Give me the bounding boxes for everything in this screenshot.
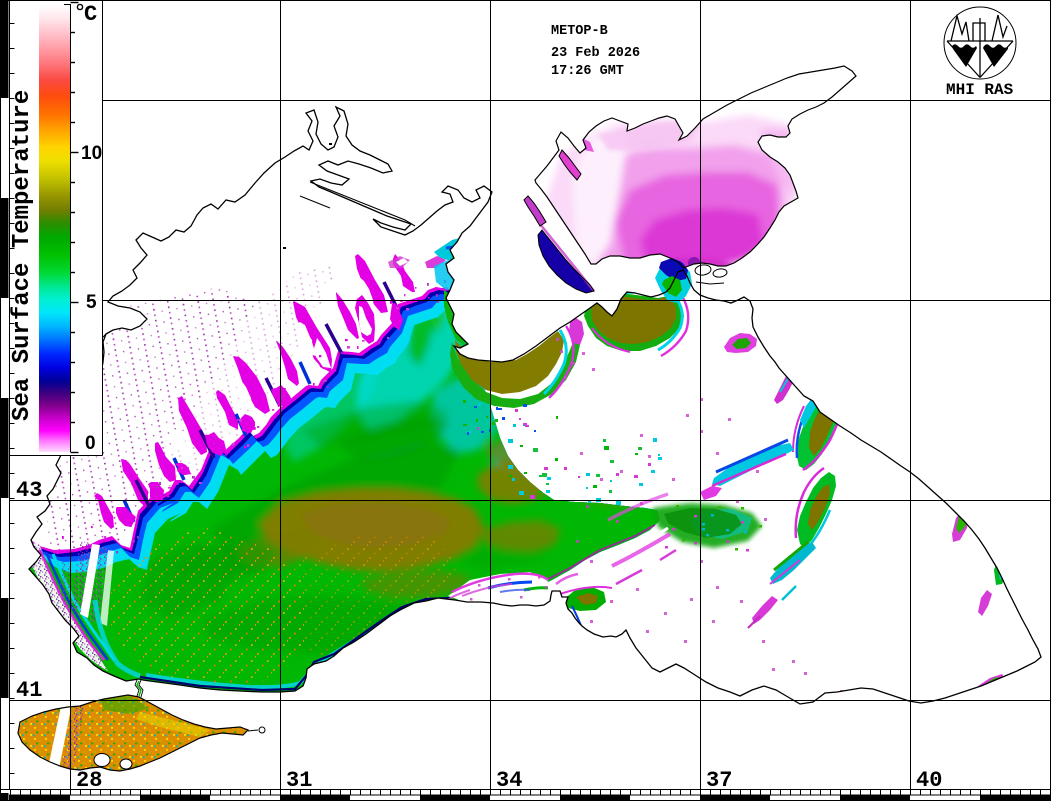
svg-text:37: 37	[706, 768, 732, 793]
svg-text:40: 40	[916, 768, 942, 793]
svg-text:METOP-B: METOP-B	[551, 24, 608, 39]
svg-text:10: 10	[81, 143, 102, 164]
svg-text:34: 34	[496, 768, 522, 793]
svg-text:28: 28	[76, 768, 102, 793]
svg-text:43: 43	[16, 478, 42, 503]
svg-text:23 Feb 2026: 23 Feb 2026	[551, 46, 640, 61]
svg-text:Sea Surface Temperature: Sea Surface Temperature	[9, 90, 36, 421]
svg-text:41: 41	[16, 678, 42, 703]
svg-text:5: 5	[86, 292, 97, 313]
svg-text:MHI RAS: MHI RAS	[946, 81, 1014, 99]
svg-text:C: C	[84, 2, 97, 27]
svg-text:0: 0	[85, 433, 96, 454]
svg-text:17:26 GMT: 17:26 GMT	[551, 64, 624, 79]
svg-text:31: 31	[286, 768, 312, 793]
